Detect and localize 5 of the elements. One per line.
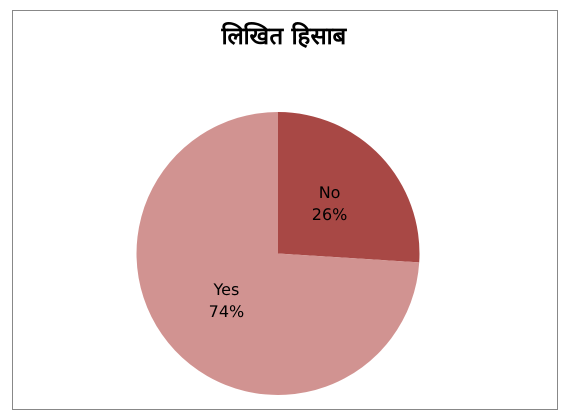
data-label: 74% <box>208 302 244 322</box>
chart-title: लिखित हिसाब <box>220 21 348 51</box>
slice-label: Yes <box>212 280 240 300</box>
slice-label: No <box>318 183 340 202</box>
data-label: 26% <box>312 205 348 224</box>
